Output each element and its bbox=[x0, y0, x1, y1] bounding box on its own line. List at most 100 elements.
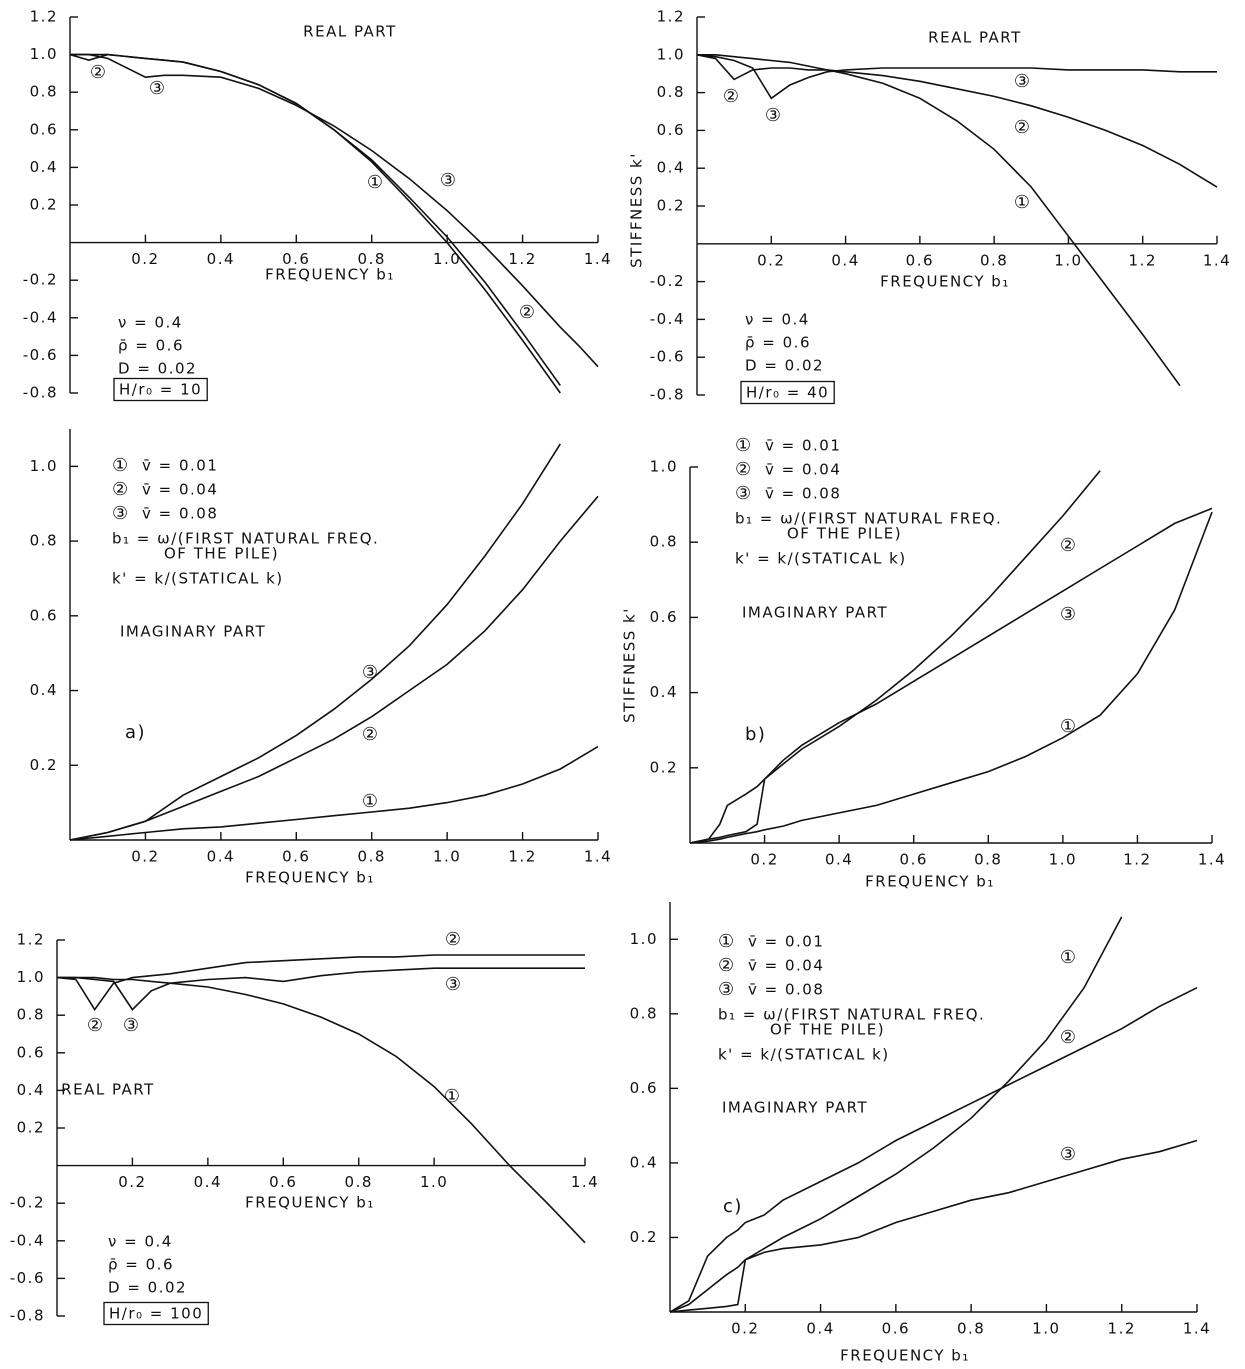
x-tick-label: 0.6 bbox=[882, 1320, 910, 1338]
note-box bbox=[103, 1301, 209, 1326]
y-tick-label: 1.0 bbox=[17, 968, 45, 986]
curve-label: ② bbox=[87, 1015, 103, 1036]
y-tick-label: 0.8 bbox=[630, 1004, 658, 1022]
curve bbox=[689, 507, 1213, 844]
curve bbox=[669, 916, 1123, 1313]
panel-label: a) bbox=[125, 722, 146, 743]
y-tick-label: -0.6 bbox=[650, 348, 685, 366]
y-tick-label: 1.2 bbox=[17, 931, 45, 949]
y-tick-label: 0.8 bbox=[30, 83, 58, 101]
y-tick-label: -0.4 bbox=[10, 1231, 45, 1249]
y-tick-label: 0.2 bbox=[30, 196, 58, 214]
y-tick-label: 0.4 bbox=[657, 159, 685, 177]
x-tick-label: 0.4 bbox=[831, 251, 859, 269]
curve bbox=[57, 967, 585, 1011]
curve bbox=[57, 976, 586, 1244]
chart-title: IMAGINARY PART bbox=[742, 604, 888, 622]
x-tick-label: 0.2 bbox=[757, 251, 785, 269]
x-tick-label: 0.2 bbox=[731, 1320, 759, 1338]
y-tick-label: 0.2 bbox=[30, 756, 58, 774]
parameter: D = 0.02 bbox=[118, 360, 197, 378]
legend-marker: ② bbox=[718, 955, 734, 976]
x-axis-label: FREQUENCY b₁ bbox=[840, 1347, 970, 1365]
curve-label: ③ bbox=[123, 1015, 139, 1036]
curve-label: ② bbox=[90, 62, 106, 83]
y-tick-label: 0.4 bbox=[30, 158, 58, 176]
x-tick-label: 1.2 bbox=[1108, 1320, 1136, 1338]
x-tick-label: 1.4 bbox=[1183, 1320, 1211, 1338]
y-tick-label: -0.8 bbox=[650, 386, 685, 404]
definition: k' = k/(STATICAL k) bbox=[735, 550, 907, 568]
x-tick-label: 1.2 bbox=[508, 848, 536, 866]
y-tick-label: 0.4 bbox=[650, 683, 678, 701]
legend-text: v̄ = 0.01 bbox=[765, 437, 841, 455]
y-tick-label: -0.6 bbox=[10, 1269, 45, 1287]
x-tick-label: 1.4 bbox=[1198, 851, 1226, 869]
y-axis-label: STIFFNESS k' bbox=[621, 607, 639, 723]
x-tick-label: 0.6 bbox=[900, 851, 928, 869]
y-tick-label: -0.8 bbox=[23, 384, 58, 402]
legend-marker: ③ bbox=[735, 483, 751, 504]
curve bbox=[696, 54, 1217, 100]
y-tick-label: -0.2 bbox=[23, 271, 58, 289]
x-tick-label: 0.6 bbox=[282, 250, 310, 268]
x-axis-label: FREQUENCY b₁ bbox=[265, 266, 395, 284]
curve bbox=[69, 53, 561, 386]
parameter: ν = 0.4 bbox=[108, 1233, 173, 1251]
curve-label: ③ bbox=[765, 105, 781, 126]
y-tick-label: -0.2 bbox=[650, 272, 685, 290]
curve-label: ① bbox=[1060, 947, 1076, 968]
y-tick-label: -0.8 bbox=[10, 1307, 45, 1325]
y-tick-label: 0.4 bbox=[17, 1081, 45, 1099]
x-tick-label: 1.2 bbox=[1129, 251, 1157, 269]
legend-text: v̄ = 0.04 bbox=[765, 461, 841, 479]
x-axis-label: FREQUENCY b₁ bbox=[245, 1194, 375, 1212]
parameter: D = 0.02 bbox=[745, 357, 824, 375]
y-tick-label: 1.2 bbox=[30, 8, 58, 26]
curve-label: ② bbox=[1014, 117, 1030, 138]
y-tick-label: 0.6 bbox=[30, 120, 58, 138]
curve-label: ② bbox=[362, 724, 378, 745]
x-tick-label: 0.4 bbox=[207, 250, 235, 268]
curve bbox=[70, 53, 599, 368]
curve bbox=[56, 954, 585, 1012]
x-tick-label: 0.2 bbox=[750, 851, 778, 869]
curve-label: ① bbox=[362, 791, 378, 812]
curve-label: ① bbox=[1060, 716, 1076, 737]
curve-label: ③ bbox=[149, 78, 165, 99]
y-tick-label: 1.0 bbox=[650, 458, 678, 476]
y-tick-label: 0.8 bbox=[30, 532, 58, 550]
boxed-note: H/r₀ = 100 bbox=[109, 1305, 203, 1323]
definition: OF THE PILE) bbox=[770, 1021, 885, 1039]
curve bbox=[669, 1139, 1198, 1313]
definition: b₁ = ω/(FIRST NATURAL FREQ. bbox=[718, 1006, 985, 1024]
legend-marker: ② bbox=[735, 459, 751, 480]
x-tick-label: 1.4 bbox=[1203, 251, 1231, 269]
x-tick-label: 0.4 bbox=[806, 1320, 834, 1338]
y-tick-label: 0.6 bbox=[17, 1043, 45, 1061]
chart-title: IMAGINARY PART bbox=[120, 623, 266, 641]
x-tick-label: 1.0 bbox=[1049, 851, 1077, 869]
x-tick-label: 1.2 bbox=[1123, 851, 1151, 869]
legend-marker: ① bbox=[112, 455, 128, 476]
y-tick-label: 1.2 bbox=[657, 8, 685, 26]
curve-label: ③ bbox=[362, 662, 378, 683]
boxed-note: H/r₀ = 10 bbox=[119, 381, 202, 399]
x-tick-label: 0.2 bbox=[118, 1173, 146, 1191]
curve bbox=[69, 495, 599, 841]
x-tick-label: 0.6 bbox=[282, 848, 310, 866]
curve-label: ② bbox=[445, 929, 461, 950]
legend-marker: ② bbox=[112, 479, 128, 500]
y-tick-label: 0.4 bbox=[630, 1153, 658, 1171]
x-tick-label: 0.4 bbox=[207, 848, 235, 866]
x-tick-label: 0.2 bbox=[131, 250, 159, 268]
y-tick-label: 0.6 bbox=[630, 1079, 658, 1097]
curve-label: ② bbox=[519, 302, 535, 323]
chart-title: REAL PART bbox=[303, 23, 397, 41]
x-tick-label: 0.8 bbox=[358, 848, 386, 866]
chart-title: REAL PART bbox=[928, 29, 1022, 47]
y-tick-label: 0.2 bbox=[17, 1119, 45, 1137]
definition: k' = k/(STATICAL k) bbox=[718, 1046, 890, 1064]
